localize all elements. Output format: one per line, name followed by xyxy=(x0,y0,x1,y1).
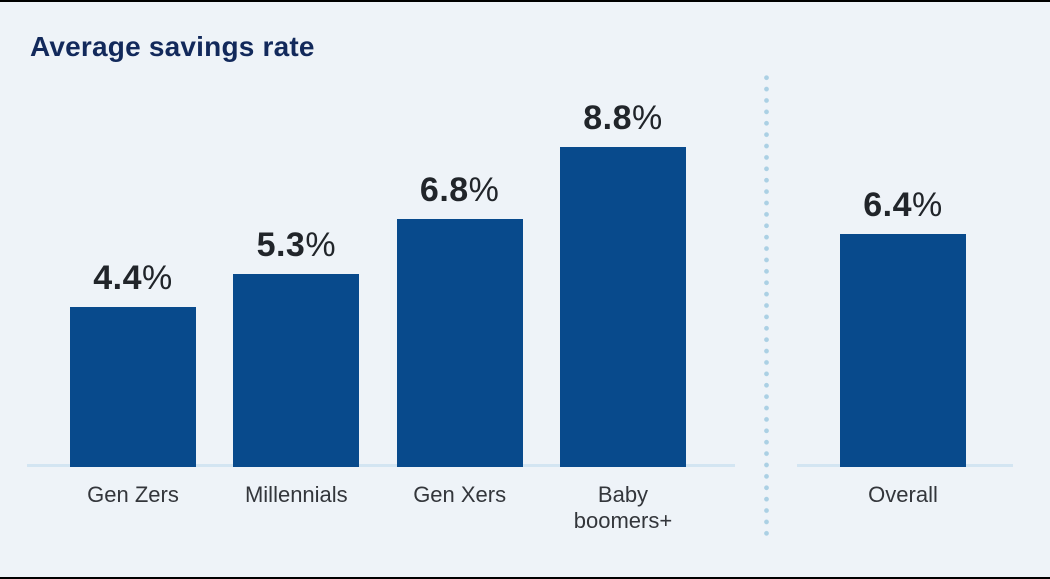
bar-column-millennials: 5.3% Millennials xyxy=(233,65,360,507)
bar-group-overall: 6.4% Overall xyxy=(797,65,1013,507)
value-label-baby-boomers: 8.8% xyxy=(583,101,663,135)
category-label-millennials: Millennials xyxy=(244,482,348,507)
chart-title: Average savings rate xyxy=(30,31,315,62)
x-axis-line-generations xyxy=(27,464,735,467)
value-number: 4.4 xyxy=(93,259,143,297)
bar-gen-xers xyxy=(396,219,523,467)
category-label-gen-zers: Gen Zers xyxy=(87,482,179,507)
value-label-overall: 6.4% xyxy=(863,188,943,222)
bar-column-overall: 6.4% Overall xyxy=(840,65,966,507)
value-number: 6.8 xyxy=(419,171,469,209)
value-number: 8.8 xyxy=(583,99,632,137)
category-label-gen-xers: Gen Xers xyxy=(413,482,507,507)
bar-baby-boomers xyxy=(559,147,686,467)
value-number: 5.3 xyxy=(256,226,306,264)
percent-sign: % xyxy=(468,171,500,209)
bar-millennials xyxy=(233,274,360,467)
bar-column-gen-xers: 6.8% Gen Xers xyxy=(396,65,523,507)
bar-group-generations: 4.4% Gen Zers 5.3% Millennials 6.8% Gen Xers 8… xyxy=(27,65,735,533)
percent-sign: % xyxy=(305,226,337,264)
dotted-divider-line xyxy=(764,72,769,542)
bar-column-baby-boomers: 8.8% Baby boomers+ xyxy=(559,65,686,533)
bar-column-gen-zers: 4.4% Gen Zers xyxy=(70,65,196,507)
percent-sign: % xyxy=(912,186,943,224)
bar-gen-zers xyxy=(70,307,196,467)
value-label-gen-xers: 6.8% xyxy=(420,173,500,207)
percent-sign: % xyxy=(142,259,173,297)
value-label-gen-zers: 4.4% xyxy=(93,261,173,295)
value-label-millennials: 5.3% xyxy=(257,228,337,262)
category-label-overall: Overall xyxy=(868,482,938,507)
bar-overall xyxy=(840,234,966,467)
percent-sign: % xyxy=(632,99,663,137)
category-label-baby-boomers: Baby boomers+ xyxy=(573,482,673,533)
value-number: 6.4 xyxy=(863,186,913,224)
